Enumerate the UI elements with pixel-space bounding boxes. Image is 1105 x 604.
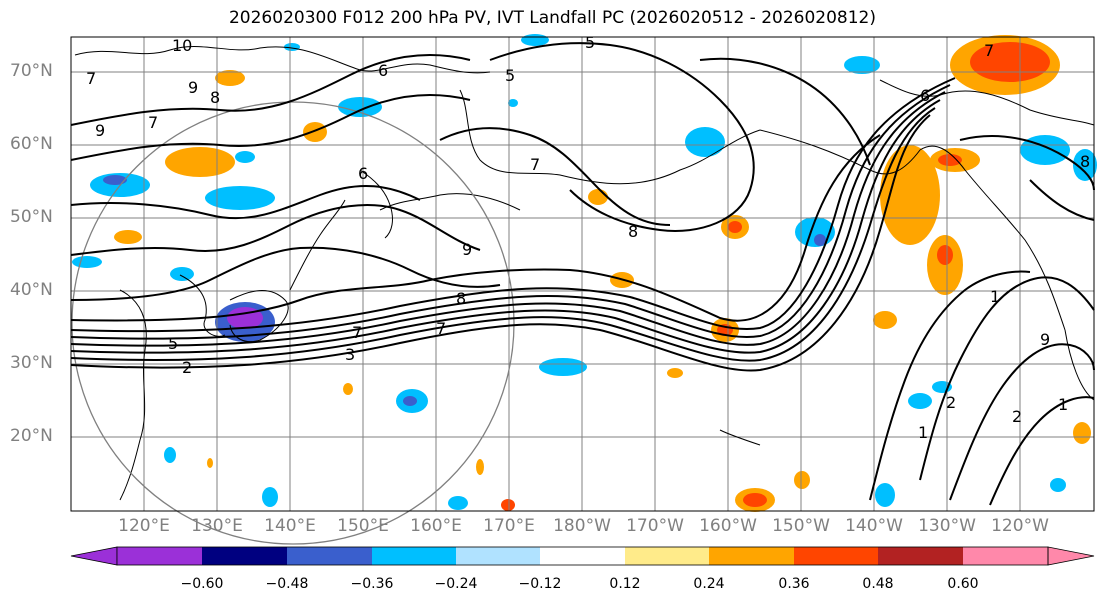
contour-label: 9 (462, 240, 472, 259)
colorbar-swatch (117, 547, 202, 565)
map-title: 2026020300 F012 200 hPa PV, IVT Landfall… (228, 8, 876, 28)
lon-label: 130°W (918, 516, 976, 536)
contour-label: 2 (946, 393, 956, 412)
lat-label: 50°N (10, 207, 53, 227)
contour-label: 6 (358, 164, 368, 183)
contour-label: 7 (436, 319, 446, 338)
pv-contours (70, 42, 1095, 506)
lat-label: 20°N (10, 426, 53, 446)
contour-label: 2 (1012, 407, 1022, 426)
lon-label: 150°E (337, 516, 389, 536)
colorbar-swatch (625, 547, 709, 565)
colorbar-tick: −0.12 (518, 576, 562, 592)
radius-circle (71, 101, 515, 545)
lat-label: 40°N (10, 280, 53, 300)
contour-label: 6 (920, 86, 930, 105)
contour-label: 5 (168, 334, 178, 353)
contour-label: 8 (456, 289, 466, 308)
pv-shading (72, 34, 1097, 512)
lon-label: 160°E (410, 516, 462, 536)
lon-label: 140°W (845, 516, 903, 536)
colorbar-swatch (963, 547, 1048, 565)
contour-label: 7 (86, 69, 96, 88)
contour-label: 7 (148, 113, 158, 132)
colorbar-swatch (878, 547, 963, 565)
contour-label: 2 (182, 358, 192, 377)
colorbar-max-arrow (1047, 546, 1095, 566)
colorbar-tick: 0.48 (862, 576, 894, 592)
contour-label: 8 (1080, 152, 1090, 171)
lon-label: 130°E (191, 516, 243, 536)
colorbar-swatch (202, 547, 287, 565)
contour-label: 6 (378, 61, 388, 80)
colorbar-swatch (794, 547, 878, 565)
contour-label: 8 (628, 222, 638, 241)
lat-label: 30°N (10, 353, 53, 373)
lat-label: 60°N (10, 134, 53, 154)
map-frame (70, 36, 1095, 512)
contour-label: 7 (984, 41, 994, 60)
lon-label: 180°W (553, 516, 611, 536)
colorbar-tick: −0.60 (180, 576, 224, 592)
lon-label: 160°W (699, 516, 757, 536)
colorbar-swatch (540, 547, 625, 565)
colorbar-tick: −0.36 (350, 576, 394, 592)
colorbar-frame (116, 546, 1049, 566)
contour-label: 1 (918, 423, 928, 442)
lon-label: 120°W (991, 516, 1049, 536)
colorbar-tick: 0.12 (609, 576, 641, 592)
contour-label: 7 (352, 323, 362, 342)
colorbar-tick: −0.48 (265, 576, 309, 592)
contour-label: 1 (990, 287, 1000, 306)
lon-label: 170°E (483, 516, 535, 536)
contour-labels: 10 9 8 9 7 5 6 5 7 8 9 8 7 6 5 2 3 7 7 1… (86, 33, 1090, 442)
colorbar-swatch (456, 547, 540, 565)
contour-label: 5 (585, 33, 595, 52)
contour-label: 9 (188, 78, 198, 97)
contour-label: 8 (210, 88, 220, 107)
colorbar-tick: 0.24 (693, 576, 725, 592)
colorbar (70, 546, 1095, 566)
contour-label: 7 (530, 155, 540, 174)
colorbar-swatch (372, 547, 456, 565)
colorbar-tick: 0.60 (947, 576, 979, 592)
contour-label: 1 (1058, 395, 1068, 414)
lon-label: 120°E (118, 516, 170, 536)
colorbar-swatch (287, 547, 372, 565)
contour-label: 5 (505, 66, 515, 85)
contour-label: 9 (95, 121, 105, 140)
contour-label: 10 (172, 36, 192, 55)
colorbar-tick: −0.24 (434, 576, 478, 592)
colorbar-tick: 0.36 (778, 576, 810, 592)
lon-label: 140°E (264, 516, 316, 536)
contour-label: 3 (345, 345, 355, 364)
colorbar-swatch (709, 547, 794, 565)
lon-label: 150°W (772, 516, 830, 536)
lat-label: 70°N (10, 61, 53, 81)
lon-label: 170°W (626, 516, 684, 536)
contour-label: 9 (1040, 330, 1050, 349)
colorbar-min-arrow (70, 546, 118, 566)
